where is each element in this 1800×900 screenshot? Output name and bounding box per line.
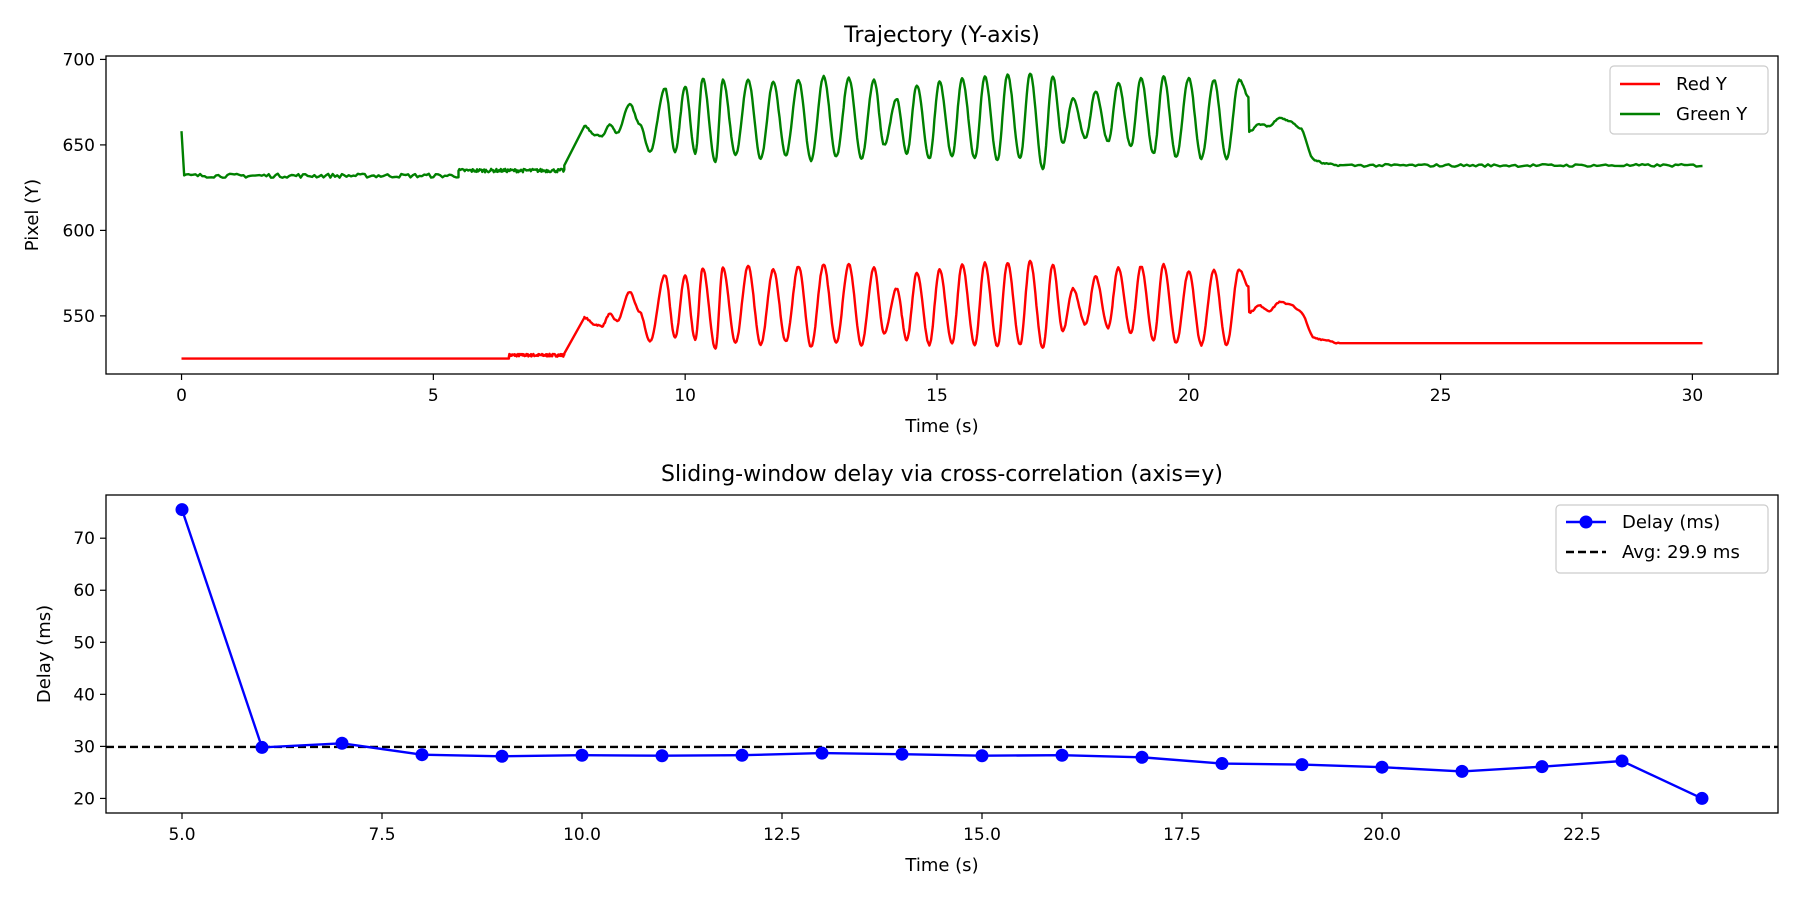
delay-y-tick-label: 40 <box>73 685 95 705</box>
delay-data-point <box>1215 757 1229 771</box>
trajectory-plot-frame <box>105 55 1779 375</box>
delay-data-point <box>1615 754 1629 768</box>
delay-x-axis-label: Time (s) <box>904 855 978 876</box>
red-y-series-line <box>181 259 1703 360</box>
delay-x-tick-label: 7.5 <box>368 825 395 845</box>
delay-x-tick-label: 15.0 <box>963 825 1001 845</box>
trajectory-chart-title: Trajectory (Y-axis) <box>843 23 1040 48</box>
trajectory-legend: Red Y Green Y <box>1609 65 1769 135</box>
trajectory-x-tick-label: 0 <box>176 386 187 406</box>
delay-data-point <box>1295 758 1309 772</box>
legend-delay-marker <box>1579 515 1593 529</box>
delay-data-point <box>1135 750 1149 764</box>
delay-x-tick-label: 17.5 <box>1163 825 1201 845</box>
delay-data-point <box>495 749 509 763</box>
delay-data-point <box>815 746 829 760</box>
delay-y-tick-label: 70 <box>73 529 95 549</box>
delay-data-point <box>975 749 989 763</box>
delay-x-tick-label: 22.5 <box>1563 825 1601 845</box>
delay-legend: Delay (ms) Avg: 29.9 ms <box>1555 504 1769 574</box>
trajectory-x-tick-label: 20 <box>1178 386 1200 406</box>
trajectory-x-tick-label: 10 <box>674 386 696 406</box>
trajectory-x-tick-label: 15 <box>926 386 948 406</box>
delay-y-axis-label: Delay (ms) <box>34 605 55 703</box>
trajectory-x-tick-label: 25 <box>1430 386 1452 406</box>
legend-avg-label: Avg: 29.9 ms <box>1622 542 1740 563</box>
delay-series-layer <box>106 503 1778 805</box>
trajectory-x-tick-label: 5 <box>428 386 439 406</box>
delay-data-point <box>1375 760 1389 774</box>
legend-red-y-label: Red Y <box>1676 74 1728 95</box>
delay-data-point <box>415 748 429 762</box>
trajectory-y-tick-label: 700 <box>63 50 95 70</box>
trajectory-chart: Trajectory (Y-axis) 0 5 10 15 20 25 30 550 600 6… <box>22 23 1779 437</box>
trajectory-x-axis-label: Time (s) <box>904 416 978 437</box>
trajectory-y-tick-label: 650 <box>63 136 95 156</box>
trajectory-y-ticks: 550 600 650 700 <box>63 50 106 327</box>
delay-y-tick-label: 60 <box>73 581 95 601</box>
trajectory-x-ticks: 0 5 10 15 20 25 30 <box>176 374 1703 406</box>
trajectory-series-layer <box>180 72 1703 360</box>
delay-x-tick-label: 20.0 <box>1363 825 1401 845</box>
delay-x-tick-label: 10.0 <box>563 825 601 845</box>
trajectory-y-tick-label: 600 <box>63 221 95 241</box>
green-y-series-line <box>180 72 1703 179</box>
delay-y-ticks: 20 30 40 50 60 70 <box>73 529 106 809</box>
delay-data-point <box>895 747 909 761</box>
delay-y-tick-label: 50 <box>73 633 95 653</box>
delay-data-point <box>255 740 269 754</box>
delay-data-point <box>1055 748 1069 762</box>
trajectory-y-tick-label: 550 <box>63 307 95 327</box>
delay-data-point <box>175 503 189 517</box>
delay-chart: Sliding-window delay via cross-correlati… <box>34 462 1779 876</box>
delay-data-point <box>335 736 349 750</box>
trajectory-y-axis-label: Pixel (Y) <box>22 179 43 251</box>
trajectory-x-tick-label: 30 <box>1682 386 1704 406</box>
delay-legend-box <box>1555 504 1769 574</box>
legend-delay-label: Delay (ms) <box>1622 512 1720 533</box>
delay-x-ticks: 5.0 7.5 10.0 12.5 15.0 17.5 20.0 22.5 <box>168 813 1601 845</box>
delay-y-tick-label: 30 <box>73 737 95 757</box>
delay-y-tick-label: 20 <box>73 789 95 809</box>
delay-data-point <box>655 749 669 763</box>
delay-x-tick-label: 12.5 <box>763 825 801 845</box>
delay-series-line <box>180 509 1703 800</box>
delay-data-point <box>575 748 589 762</box>
legend-green-y-label: Green Y <box>1676 104 1748 125</box>
delay-data-point <box>1455 764 1469 778</box>
delay-data-point <box>1695 791 1709 805</box>
delay-plot-frame <box>105 494 1779 814</box>
delay-data-point <box>1535 760 1549 774</box>
delay-data-point <box>735 748 749 762</box>
delay-x-tick-label: 5.0 <box>168 825 195 845</box>
delay-chart-title: Sliding-window delay via cross-correlati… <box>661 462 1223 487</box>
